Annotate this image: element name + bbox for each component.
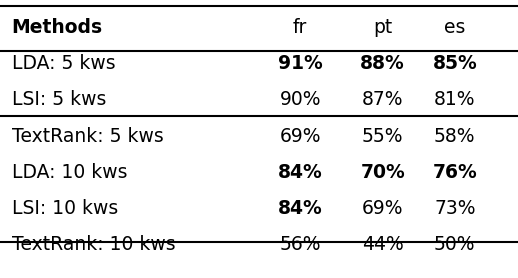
Text: 90%: 90% [280, 90, 321, 109]
Text: Methods: Methods [12, 18, 103, 37]
Text: 73%: 73% [434, 199, 476, 218]
Text: TextRank: 10 kws: TextRank: 10 kws [12, 235, 175, 254]
Text: TextRank: 5 kws: TextRank: 5 kws [12, 126, 164, 146]
Text: LSI: 5 kws: LSI: 5 kws [12, 90, 106, 109]
Text: 69%: 69% [362, 199, 404, 218]
Text: LDA: 10 kws: LDA: 10 kws [12, 163, 127, 182]
Text: 87%: 87% [362, 90, 404, 109]
Text: 76%: 76% [433, 163, 477, 182]
Text: pt: pt [373, 18, 392, 37]
Text: 84%: 84% [278, 199, 323, 218]
Text: 56%: 56% [280, 235, 321, 254]
Text: 50%: 50% [434, 235, 476, 254]
Text: 55%: 55% [362, 126, 404, 146]
Text: 84%: 84% [278, 163, 323, 182]
Text: 69%: 69% [280, 126, 321, 146]
Text: 58%: 58% [434, 126, 476, 146]
Text: 85%: 85% [433, 54, 477, 73]
Text: 70%: 70% [361, 163, 405, 182]
Text: 88%: 88% [361, 54, 405, 73]
Text: 91%: 91% [278, 54, 323, 73]
Text: LDA: 5 kws: LDA: 5 kws [12, 54, 116, 73]
Text: fr: fr [293, 18, 307, 37]
Text: 44%: 44% [362, 235, 404, 254]
Text: LSI: 10 kws: LSI: 10 kws [12, 199, 118, 218]
Text: es: es [444, 18, 466, 37]
Text: 81%: 81% [434, 90, 476, 109]
